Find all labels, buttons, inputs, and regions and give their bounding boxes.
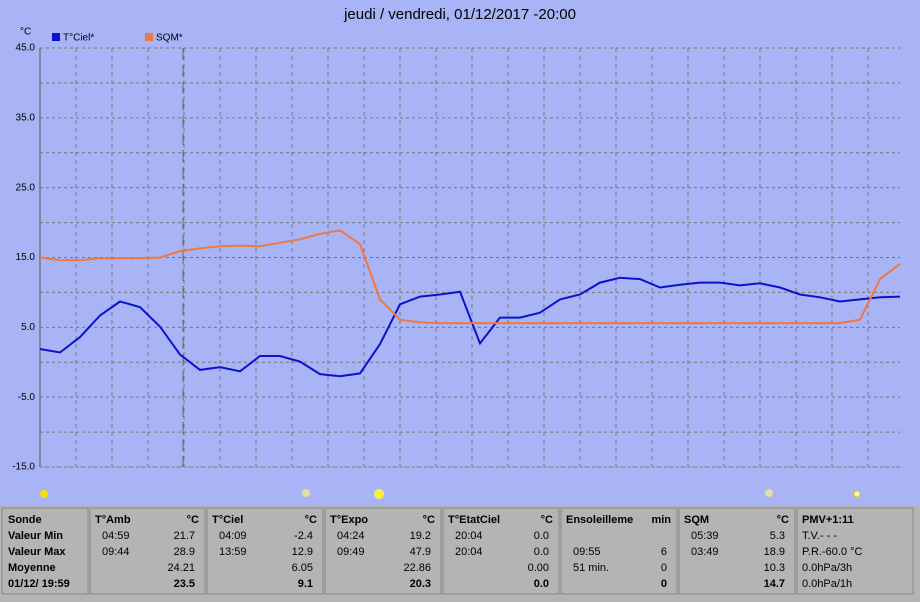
column-unit: °C — [423, 514, 435, 526]
chart-title: jeudi / vendredi, 01/12/2017 -20:00 — [343, 6, 576, 23]
cell-value: 14.7 — [764, 578, 785, 590]
column-header: Ensoleilleme — [566, 514, 633, 526]
cell-time: 05:39 — [691, 530, 719, 542]
column-header: T°Expo — [330, 514, 368, 526]
cell-time: 13:59 — [219, 546, 247, 558]
row-label: 01/12/ 19:59 — [8, 578, 70, 590]
legend-swatch — [145, 33, 153, 41]
column-header: SQM — [684, 514, 709, 526]
cell-time: T.V.- - - — [802, 530, 837, 542]
icon — [765, 489, 773, 497]
series-line — [39, 276, 901, 378]
column-unit: °C — [777, 514, 789, 526]
cell-value: 21.7 — [174, 530, 195, 542]
icon — [374, 489, 384, 499]
cell-time: 04:59 — [102, 530, 130, 542]
column-header: T°Ciel — [212, 514, 243, 526]
column-unit: °C — [541, 514, 553, 526]
cell-time: 04:24 — [337, 530, 365, 542]
cell-time: 0.0hPa/3h — [802, 562, 852, 574]
legend-label: SQM* — [156, 33, 183, 44]
cell-value: 6.05 — [292, 562, 313, 574]
cell-value: 0.0 — [534, 530, 549, 542]
cell-time: 51 min. — [573, 562, 609, 574]
cell-value: 5.3 — [770, 530, 785, 542]
cell-value: 0.0 — [534, 578, 549, 590]
column-header: PMV+1:11 — [802, 514, 854, 526]
table-panel — [1, 507, 89, 595]
table-panel — [324, 507, 442, 595]
cell-value: 0.00 — [528, 562, 549, 574]
cell-value: 9.1 — [298, 578, 313, 590]
cell-value: 23.5 — [174, 578, 195, 590]
table-panel — [206, 507, 324, 595]
cell-value: 0 — [661, 562, 667, 574]
y-tick-label: 35.0 — [16, 112, 36, 123]
column-header: T°EtatCiel — [448, 514, 500, 526]
y-tick-label: -5.0 — [18, 392, 36, 403]
cell-time: 09:55 — [573, 546, 601, 558]
cell-value: 12.9 — [292, 546, 313, 558]
cell-value: 47.9 — [410, 546, 431, 558]
y-tick-label: 45.0 — [16, 43, 36, 54]
icon — [302, 489, 310, 497]
cell-value: 24.21 — [167, 562, 195, 574]
cell-value: 22.86 — [403, 562, 431, 574]
series-line — [39, 229, 901, 325]
cell-time: 04:09 — [219, 530, 247, 542]
y-axis-unit: °C — [20, 27, 31, 38]
cell-value: 28.9 — [174, 546, 195, 558]
table-panel — [560, 507, 678, 595]
cell-value: 6 — [661, 546, 667, 558]
cell-time: P.R.-60.0 °C — [802, 546, 863, 558]
icons — [40, 489, 861, 499]
row-label: Sonde — [8, 514, 42, 526]
cell-value: 0 — [661, 578, 667, 590]
cell-value: 20.3 — [410, 578, 431, 590]
table-panel — [796, 507, 914, 595]
y-tick-label: 5.0 — [21, 322, 35, 333]
column-header: T°Amb — [95, 514, 131, 526]
table-panel — [442, 507, 560, 595]
chart-background — [0, 0, 920, 505]
y-tick-label: 25.0 — [16, 182, 36, 193]
cell-value: 10.3 — [764, 562, 785, 574]
cell-value: -2.4 — [294, 530, 313, 542]
cell-value: 18.9 — [764, 546, 785, 558]
cell-value: 19.2 — [410, 530, 431, 542]
cell-time: 09:44 — [102, 546, 130, 558]
table-panel — [678, 507, 796, 595]
cell-time: 0.0hPa/1h — [802, 578, 852, 590]
table-panel — [89, 507, 206, 595]
row-label: Valeur Max — [8, 546, 66, 558]
column-unit: min — [651, 514, 671, 526]
row-label: Moyenne — [8, 562, 56, 574]
icon — [40, 490, 48, 498]
icon — [853, 490, 861, 498]
legend-label: T°Ciel* — [63, 33, 94, 44]
y-tick-label: -15.0 — [12, 462, 35, 473]
legend-swatch — [52, 33, 60, 41]
column-unit: °C — [187, 514, 199, 526]
cell-time: 20:04 — [455, 530, 483, 542]
y-tick-label: 15.0 — [16, 252, 36, 263]
cell-time: 09:49 — [337, 546, 365, 558]
cell-time: 20:04 — [455, 546, 483, 558]
column-unit: °C — [305, 514, 317, 526]
table-background — [0, 505, 920, 597]
cell-value: 0.0 — [534, 546, 549, 558]
row-label: Valeur Min — [8, 530, 63, 542]
cell-time: 03:49 — [691, 546, 719, 558]
